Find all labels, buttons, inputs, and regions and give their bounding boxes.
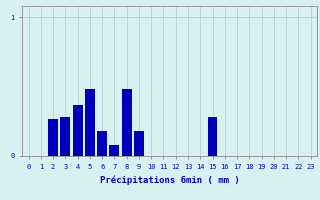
Bar xyxy=(60,117,70,156)
Bar xyxy=(48,118,58,156)
Bar xyxy=(85,89,95,156)
Bar xyxy=(134,131,144,156)
X-axis label: Précipitations 6min ( mm ): Précipitations 6min ( mm ) xyxy=(100,175,239,185)
Bar xyxy=(208,117,218,156)
Bar xyxy=(109,145,119,156)
Bar xyxy=(97,131,107,156)
Bar xyxy=(73,105,83,156)
Bar xyxy=(122,89,132,156)
